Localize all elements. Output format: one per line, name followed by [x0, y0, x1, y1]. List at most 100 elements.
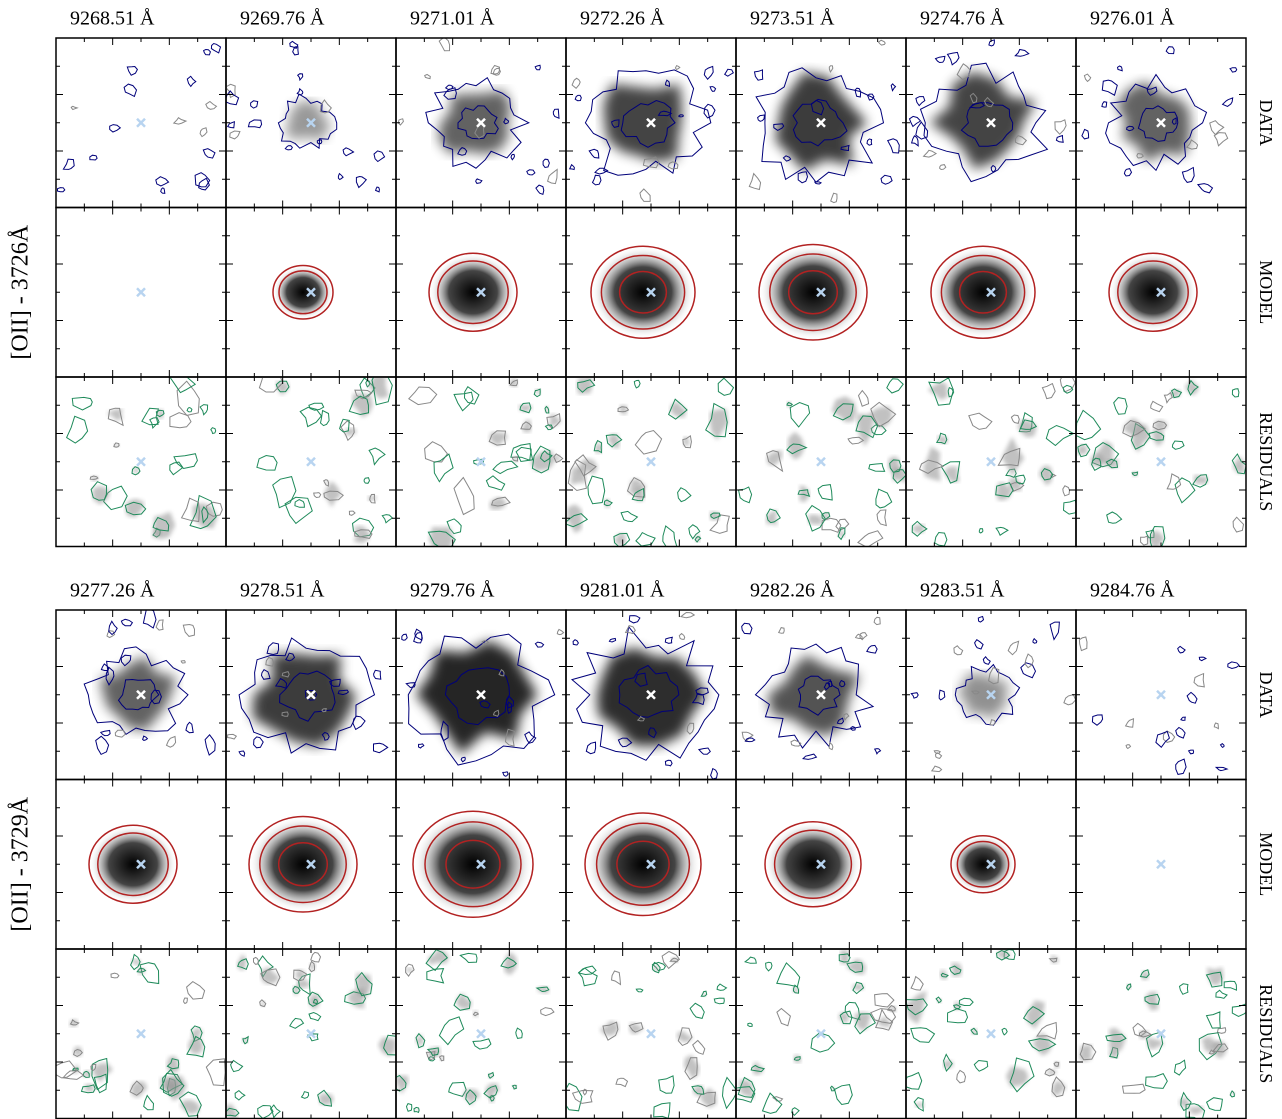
contour: [323, 490, 344, 501]
panel: [395, 609, 567, 781]
contour: [677, 487, 692, 503]
contour: [371, 377, 393, 406]
contour: [990, 164, 997, 173]
residual-patch: [106, 409, 124, 421]
contour: [1165, 46, 1175, 55]
contour: [828, 741, 834, 751]
contour: [1174, 477, 1196, 504]
contour: [415, 1032, 426, 1049]
contour: [1223, 980, 1238, 991]
model-contour: [272, 264, 334, 320]
residual-patch: [1050, 955, 1060, 964]
residual-patch: [869, 406, 893, 429]
panel: [565, 376, 737, 548]
contour: [615, 1077, 629, 1088]
panel-content: [906, 949, 1067, 1112]
contour: [850, 726, 856, 731]
contour: [463, 385, 480, 405]
center-marker: [816, 859, 826, 870]
contour: [524, 731, 537, 744]
contour: [487, 1071, 495, 1079]
contour: [958, 997, 974, 1007]
contour: [1186, 691, 1198, 704]
contour: [1081, 128, 1090, 140]
contour: [642, 156, 660, 169]
contour: [911, 520, 928, 537]
panel-content: [950, 835, 1016, 894]
contour: [381, 514, 394, 524]
contour: [948, 965, 962, 975]
wavelength-label: 9279.76 Å: [410, 580, 495, 602]
contour: [836, 717, 845, 725]
residual-patch: [522, 419, 532, 433]
contour: [810, 99, 825, 116]
contour: [281, 711, 289, 717]
contour: [183, 997, 188, 1005]
contour: [182, 623, 196, 637]
contour: [1116, 65, 1123, 72]
contour: [1124, 718, 1135, 728]
contour: [105, 666, 115, 686]
contour: [460, 756, 466, 763]
contour: [1213, 132, 1229, 147]
contour: [915, 96, 926, 107]
residual-patch: [132, 466, 139, 474]
contour: [988, 666, 1000, 685]
contour: [969, 92, 978, 104]
contour: [682, 434, 692, 449]
panel: [395, 778, 567, 950]
model-emission: [765, 821, 861, 907]
center-marker: [816, 689, 826, 700]
residual-patch: [413, 1109, 420, 1112]
contour: [970, 1027, 978, 1035]
contour: [505, 695, 515, 709]
contour: [62, 1070, 85, 1080]
contour: [1166, 473, 1182, 490]
contour: [741, 622, 753, 635]
contour: [90, 1063, 97, 1071]
contour: [855, 415, 879, 439]
contour: [1171, 117, 1177, 125]
panel-content: [566, 377, 735, 547]
center-marker: [306, 117, 316, 128]
contour: [744, 737, 756, 743]
residual-patch: [319, 1093, 334, 1106]
contour: [634, 429, 663, 455]
residual-patch: [923, 446, 941, 482]
emission: [1116, 81, 1191, 163]
contour: [93, 1073, 108, 1094]
contour: [710, 512, 721, 520]
contour: [777, 627, 785, 634]
contour: [741, 731, 754, 743]
contour: [639, 188, 651, 202]
panel-content: [56, 953, 226, 1117]
contour: [150, 689, 162, 705]
contour: [544, 405, 550, 414]
wavelength-label: 9278.51 Å: [240, 580, 325, 602]
contour: [285, 652, 296, 662]
center-marker: [306, 859, 316, 870]
contour: [186, 980, 206, 1000]
contour: [490, 64, 501, 75]
residual-patch: [192, 503, 218, 529]
panel-content: [1079, 967, 1246, 1119]
contour: [930, 765, 943, 773]
panel-content: [412, 810, 534, 918]
residual-patch: [576, 377, 593, 395]
contour: [407, 633, 556, 766]
contour: [995, 482, 1014, 498]
contour: [847, 436, 865, 445]
contour: [307, 991, 324, 1007]
residual-patch: [793, 1054, 802, 1064]
model-emission: [413, 811, 533, 918]
residual-patch: [1006, 1066, 1029, 1087]
contour: [747, 1022, 753, 1028]
contour: [628, 615, 641, 624]
contour: [721, 1076, 736, 1110]
panel: [225, 609, 397, 781]
contour: [1076, 409, 1102, 441]
panel-content: [737, 378, 906, 547]
center-marker: [136, 456, 146, 467]
model-contour: [412, 810, 534, 918]
contour: [227, 733, 238, 740]
